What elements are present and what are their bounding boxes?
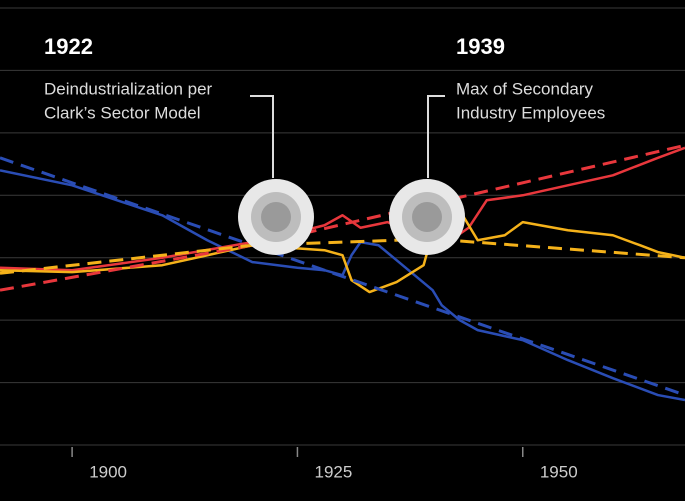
annotation-text: Industry Employees	[456, 103, 605, 122]
annotation-text: Deindustrialization per	[44, 79, 213, 98]
trend-line	[0, 237, 685, 275]
leader-line	[250, 95, 274, 178]
data-line	[0, 169, 685, 402]
x-tick-label: 1900	[89, 462, 127, 481]
annotation-text: Max of Secondary	[456, 79, 594, 98]
annotation-title: 1922	[44, 34, 93, 59]
annotation-title: 1939	[456, 34, 505, 59]
trend-line	[0, 143, 685, 292]
x-tick-label: 1950	[540, 462, 578, 481]
leader-line	[427, 95, 445, 178]
x-tick-label: 1925	[315, 462, 353, 481]
trend-line	[0, 156, 685, 397]
annotation-text: Clark’s Sector Model	[44, 103, 201, 122]
marker-inner	[412, 202, 442, 232]
data-line	[0, 146, 685, 272]
marker-inner	[261, 202, 291, 232]
